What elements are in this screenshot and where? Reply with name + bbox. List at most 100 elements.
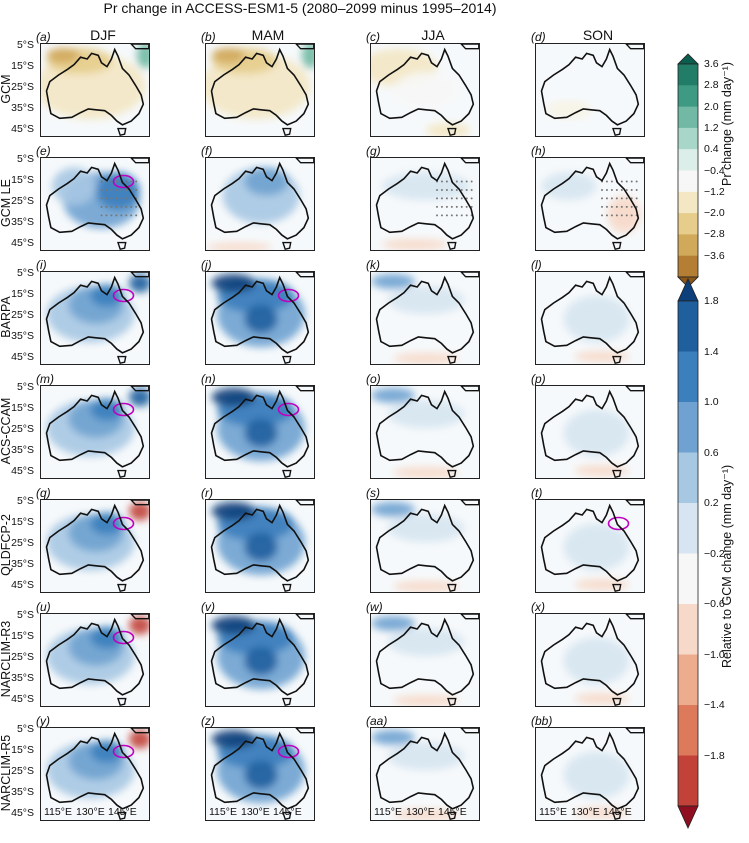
colorbar-bottom-segment: [678, 301, 698, 352]
colorbar-bottom-segment: [678, 402, 698, 453]
lon-tick-label: 115°E: [539, 806, 567, 818]
lat-tick-label: 25°S: [11, 651, 34, 663]
lon-tick-label: 145°E: [438, 806, 467, 818]
map-panel: [205, 499, 315, 593]
panel-label: (c): [366, 30, 380, 44]
lat-tick-label: 35°S: [11, 330, 34, 342]
map-panel: [535, 499, 645, 593]
lat-tick-label: 45°S: [11, 579, 34, 591]
map-panel: [205, 271, 315, 365]
colorbar-top-segment: [678, 149, 698, 171]
lon-tick-label: 130°E: [571, 806, 600, 818]
map-panel: [535, 43, 645, 137]
lat-tick-label: 35°S: [11, 216, 34, 228]
map-panel: [535, 613, 645, 707]
colorbar-bottom-segment: [678, 553, 698, 605]
lon-tick-label: 145°E: [603, 806, 632, 818]
colorbar-bottom-tick-label: 1.8: [704, 295, 719, 307]
map-panel: [205, 613, 315, 707]
colorbar-bottom-segment: [678, 654, 698, 706]
colorbar-top-segment: [678, 191, 698, 214]
panel-label: (q): [36, 486, 51, 500]
lat-tick-label: 35°S: [11, 558, 34, 570]
colorbar-top-segment: [678, 64, 698, 86]
season-header-jja: JJA: [421, 27, 445, 43]
colorbar-bottom-label: Relative to GCM change (mm day⁻¹): [720, 464, 734, 668]
lat-tick-label: 35°S: [11, 444, 34, 456]
map-panel: [370, 271, 480, 365]
colorbar-top-segment: [678, 170, 698, 193]
map-panel: [535, 157, 645, 251]
lat-tick-label: 45°S: [11, 465, 34, 477]
lat-tick-label: 15°S: [11, 744, 34, 756]
colorbar-bottom-segment: [678, 503, 698, 554]
colorbar-top-tick-label: −3.6: [704, 249, 725, 262]
lon-tick-label: 115°E: [44, 806, 72, 818]
lat-tick-label: 5°S: [16, 495, 34, 507]
lat-tick-label: 25°S: [11, 765, 34, 777]
colorbar-top-segment: [678, 127, 698, 150]
panel-label: (p): [531, 372, 546, 386]
map-panel: [40, 613, 150, 707]
figure-title: Pr change in ACCESS-ESM1-5 (2080–2099 mi…: [103, 0, 497, 16]
lat-tick-label: 5°S: [16, 39, 34, 51]
colorbar-top-tick-label: −2.0: [704, 207, 725, 220]
colorbar-top-max-arrow: [677, 53, 699, 65]
colorbar-bottom-segment: [678, 705, 698, 756]
map-panel: [40, 727, 150, 821]
panel-label: (f): [201, 144, 213, 158]
lat-tick-label: 35°S: [11, 102, 34, 114]
lat-tick-label: 45°S: [11, 693, 34, 705]
lat-tick-label: 25°S: [11, 195, 34, 207]
colorbar-top-tick-label: 2.8: [704, 79, 719, 92]
lat-tick-label: 5°S: [16, 723, 34, 735]
panel-label: (j): [201, 258, 212, 272]
lon-tick-label: 130°E: [76, 806, 105, 818]
lat-tick-label: 5°S: [16, 267, 34, 279]
colorbar-top-tick-label: 0.4: [704, 143, 719, 156]
lat-tick-label: 15°S: [11, 174, 34, 186]
panel-label: (k): [366, 258, 380, 272]
colorbar-bottom-tick-label: 1.0: [704, 396, 719, 408]
colorbar-top-tick-label: 2.0: [704, 100, 719, 113]
map-panel: [370, 499, 480, 593]
map-panel: [205, 43, 315, 137]
lon-tick-label: 145°E: [108, 806, 137, 818]
lat-tick-label: 45°S: [11, 237, 34, 249]
panel-label: (x): [531, 600, 545, 614]
panel-label: (m): [36, 372, 54, 386]
colorbar-top-tick-label: 1.2: [704, 121, 719, 134]
lat-tick-label: 25°S: [11, 423, 34, 435]
colorbar-top-label: Pr change (mm day⁻¹): [720, 62, 734, 186]
map-panel: [40, 157, 150, 251]
colorbar-bottom-tick-label: −0.2: [704, 547, 725, 560]
panel-label: (s): [366, 486, 380, 500]
lat-tick-label: 35°S: [11, 786, 34, 798]
lat-tick-label: 25°S: [11, 81, 34, 93]
colorbar-top-tick-label: −0.4: [704, 164, 725, 177]
panel-label: (b): [201, 30, 216, 44]
map-panel: [205, 157, 315, 251]
map-panel: [370, 613, 480, 707]
colorbar-top-tick-label: 3.6: [704, 58, 719, 70]
colorbar-bottom-segment: [678, 604, 698, 655]
colorbar-bottom-tick-label: 0.6: [704, 446, 719, 459]
lat-tick-label: 25°S: [11, 309, 34, 321]
panel-label: (u): [36, 600, 51, 614]
map-panel: [40, 43, 150, 137]
colorbar-bottom-max-arrow: [677, 278, 699, 302]
colorbar-top-segment: [678, 213, 698, 235]
colorbar-top-segment: [678, 85, 698, 108]
lon-tick-label: 145°E: [273, 806, 302, 818]
colorbar-top-tick-label: −2.8: [704, 228, 725, 241]
panel-label: (l): [531, 258, 542, 272]
map-panel: [40, 385, 150, 479]
colorbar-bottom-tick-label: −1.8: [704, 749, 725, 762]
lat-tick-label: 45°S: [11, 123, 34, 135]
map-panel: [40, 499, 150, 593]
lon-tick-label: 115°E: [374, 806, 402, 818]
lat-tick-label: 5°S: [16, 609, 34, 621]
map-panel: [535, 385, 645, 479]
colorbar-bottom-segment: [678, 755, 698, 807]
